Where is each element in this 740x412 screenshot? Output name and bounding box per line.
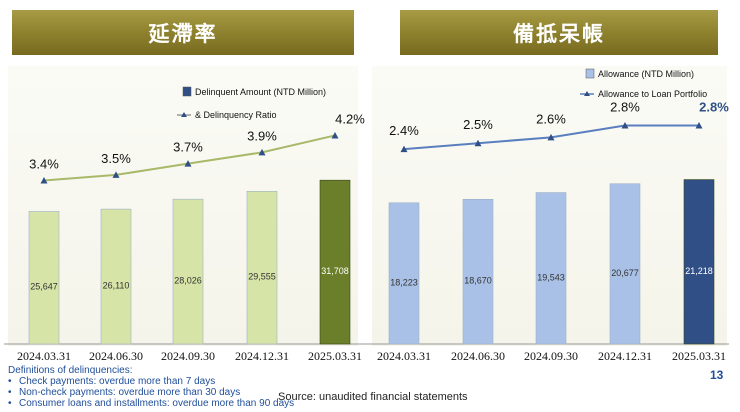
x-tick-label: 2024.03.31 — [377, 349, 431, 363]
x-tick-label: 2024.12.31 — [598, 349, 652, 363]
bar-value-label: 20,677 — [611, 268, 639, 278]
ratio-value-label: 2.4% — [389, 123, 419, 138]
x-tick-label: 2024.06.30 — [89, 349, 143, 363]
x-tick-label: 2025.03.31 — [672, 349, 726, 363]
x-tick-label: 2024.03.31 — [17, 349, 71, 363]
bar-value-label: 25,647 — [30, 282, 58, 292]
ratio-marker — [331, 131, 339, 139]
ratio-value-label: 3.4% — [29, 157, 59, 172]
legend-label: Delinquent Amount (NTD Million) — [195, 87, 326, 97]
ratio-value-label: 4.2% — [335, 111, 365, 126]
x-tick-label: 2024.09.30 — [161, 349, 215, 363]
bar-value-label: 31,708 — [321, 266, 349, 276]
ratio-marker — [621, 122, 629, 129]
legend-label: Allowance (NTD Million) — [598, 69, 694, 79]
bar-value-label: 21,218 — [685, 266, 713, 276]
ratio-value-label: 2.6% — [536, 111, 566, 126]
bar — [683, 179, 715, 345]
ratio-marker — [112, 171, 120, 178]
bar — [462, 199, 494, 345]
bullet: • — [8, 387, 12, 398]
ratio-value-label: 3.7% — [173, 140, 203, 155]
allowance-header: 備抵呆帳 — [400, 10, 718, 55]
delinquency-header: 延滯率 — [12, 10, 354, 55]
ratio-value-label: 2.5% — [463, 117, 493, 132]
ratio-value-label: 2.8% — [699, 100, 729, 115]
bullet: • — [8, 398, 12, 409]
ratio-marker — [258, 148, 266, 156]
bullet: • — [8, 376, 12, 387]
legend-label: & Delinquency Ratio — [195, 110, 277, 120]
ratio-marker — [695, 122, 703, 129]
legend-marker-swatch — [181, 112, 187, 117]
bar — [100, 208, 132, 345]
legend-bar-swatch — [182, 86, 192, 97]
ratio-marker — [474, 139, 482, 147]
bar-value-label: 18,670 — [464, 276, 492, 286]
definition-item: • Non-check payments: overdue more than 3… — [8, 387, 240, 398]
x-tick-label: 2024.09.30 — [524, 349, 578, 363]
x-tick-label: 2025.03.31 — [308, 349, 362, 363]
page-number: 13 — [710, 368, 724, 382]
bar — [28, 211, 60, 345]
x-tick-label: 2024.06.30 — [451, 349, 505, 363]
bar — [609, 183, 641, 345]
bar-value-label: 28,026 — [174, 276, 202, 286]
bar-value-label: 18,223 — [390, 277, 418, 287]
bar — [535, 192, 567, 345]
ratio-marker — [184, 160, 192, 167]
legend-bar-swatch — [585, 68, 595, 79]
ratio-value-label: 3.5% — [101, 151, 131, 166]
bar — [388, 202, 420, 345]
bar — [172, 198, 204, 345]
definition-text: Check payments: overdue more than 7 days — [19, 376, 216, 387]
ratio-value-label: 2.8% — [610, 100, 640, 115]
ratio-marker — [400, 145, 408, 153]
legend-label: Allowance to Loan Portfolio — [598, 89, 707, 99]
definitions-title: Definitions of delinquencies: — [8, 365, 133, 376]
source-note: Source: unaudited financial statements — [278, 391, 468, 403]
ratio-marker — [40, 177, 48, 184]
ratio-marker — [547, 133, 555, 141]
definition-text: Non-check payments: overdue more than 30… — [19, 387, 241, 398]
bar-value-label: 19,543 — [537, 272, 565, 282]
bar — [246, 190, 278, 345]
bar — [319, 179, 351, 345]
definition-item: • Consumer loans and installments: overdu… — [8, 398, 294, 409]
ratio-value-label: 3.9% — [247, 128, 277, 143]
legend-marker-swatch — [584, 91, 590, 96]
bar-value-label: 29,555 — [248, 272, 276, 282]
definition-item: • Check payments: overdue more than 7 day… — [8, 376, 215, 387]
bar-value-label: 26,110 — [103, 281, 130, 291]
definition-text: Consumer loans and installments: overdue… — [19, 398, 295, 409]
x-tick-label: 2024.12.31 — [235, 349, 289, 363]
